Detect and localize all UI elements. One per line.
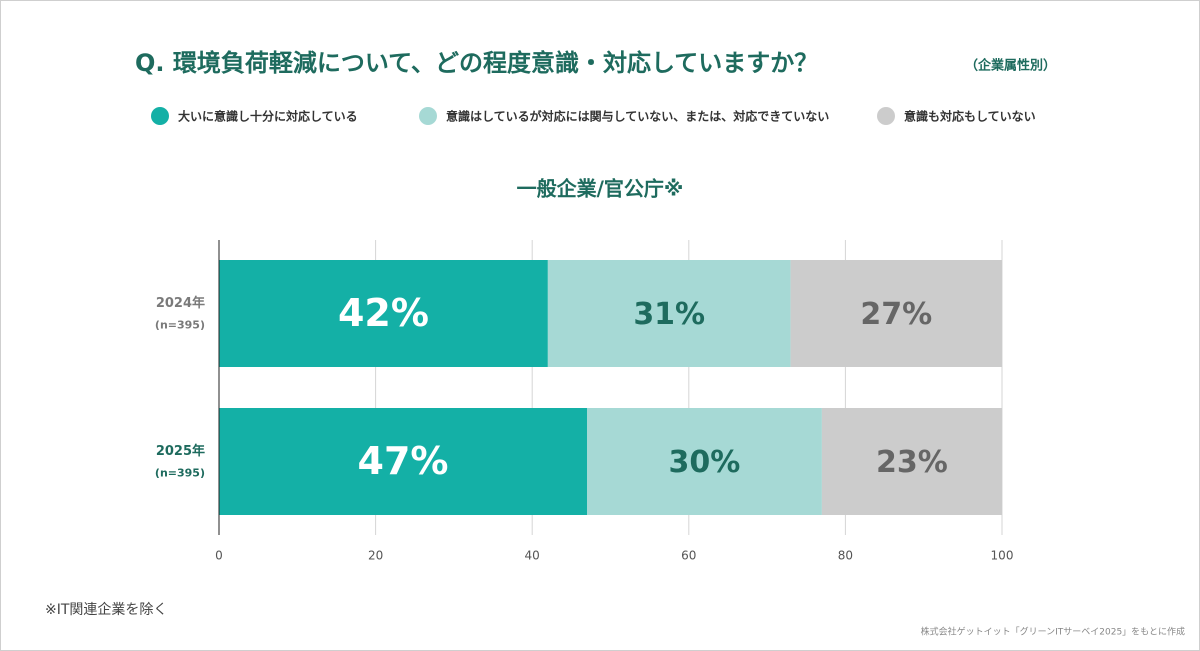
value-label: 27% [860,297,932,332]
value-label: 42% [338,291,429,335]
bar [790,260,1002,367]
chart-subtitle: 一般企業/官公庁※ [517,177,684,201]
footnote: ※IT関連企業を除く [45,601,167,618]
value-label: 47% [358,439,449,483]
source: 株式会社ゲットイット「グリーンITサーベイ2025」をもとに作成 [921,626,1185,638]
x-tick-label: 100 [991,549,1014,563]
legend-label: 意識はしているが対応には関与していない、または、対応できていない [446,109,829,124]
title-note: （企業属性別） [965,58,1056,74]
x-tick-label: 20 [368,549,383,563]
legend-swatch [877,107,895,125]
x-tick-label: 0 [215,549,223,563]
category-note: (n=395) [155,467,205,480]
x-tick-label: 60 [681,549,696,563]
bar [219,260,548,367]
y-tick-label: 2025年 [156,443,205,459]
bar [219,408,588,515]
legend-label: 意識も対応もしていない [904,109,1036,124]
x-tick-label: 80 [838,549,853,563]
y-tick-label: 2024年 [156,295,205,311]
legend-swatch [151,107,169,125]
value-label: 23% [876,445,948,480]
value-label: 30% [669,445,741,480]
category-note: (n=395) [155,319,205,332]
legend-label: 大いに意識し十分に対応している [178,109,358,124]
bar [547,260,791,367]
legend-swatch [419,107,437,125]
bar [821,408,1002,515]
x-tick-label: 40 [525,549,540,563]
bar [587,408,822,515]
value-label: 31% [633,297,705,332]
chart-title: Q. 環境負荷軽減について、どの程度意識・対応していますか？ [135,49,818,77]
